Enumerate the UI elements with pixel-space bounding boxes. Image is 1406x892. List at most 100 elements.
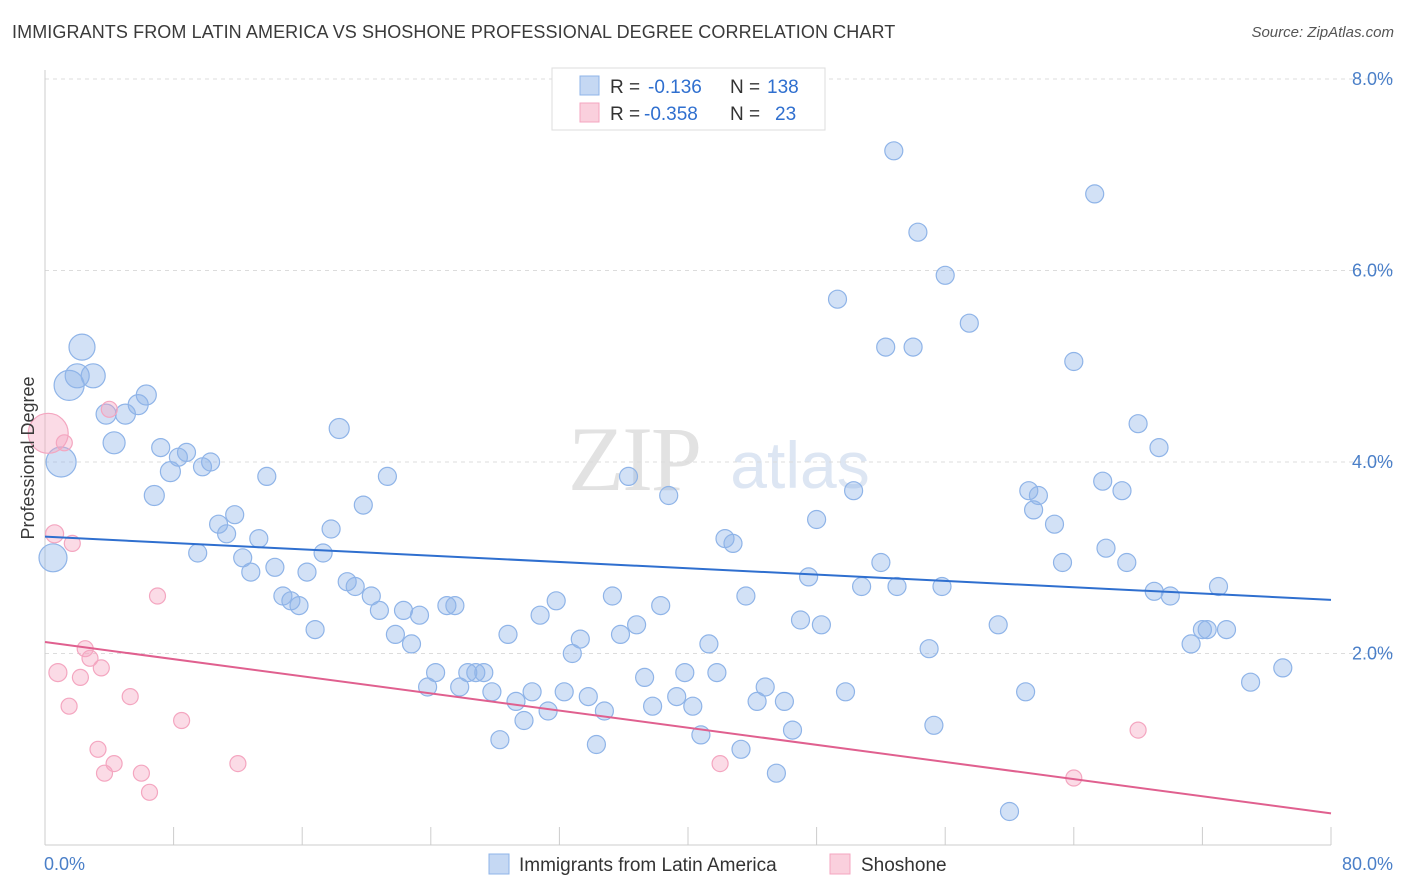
immigrants-point [1160,586,1180,606]
immigrants-point [217,524,237,544]
trend-line-shoshone [44,641,1332,815]
immigrants-point [782,720,803,740]
shoshone-point [63,534,81,553]
immigrants-point [876,337,896,357]
immigrants-point [851,576,872,597]
immigrants-point [884,141,904,161]
immigrants-point [843,481,864,501]
immigrants-point [401,634,422,654]
immigrants-point [675,662,695,683]
bottom-legend-swatch-immigrants [488,853,510,875]
immigrants-point [570,629,590,649]
immigrants-point [651,595,671,616]
immigrants-point [1112,481,1132,501]
immigrants-point [811,615,832,635]
immigrants-point [385,624,405,645]
immigrants-point [659,485,679,506]
immigrants-point [514,710,534,731]
x-ticks [44,827,1332,845]
legend-r-label-2: R = [610,104,640,125]
legend-r-value-1: -0.136 [648,77,702,98]
shoshone-point [89,740,107,758]
immigrants-point [959,313,979,333]
immigrants-point [466,662,486,683]
legend-r-label-1: R = [610,77,640,98]
immigrants-point [257,466,277,486]
immigrants-point [176,442,197,462]
immigrants-point [723,533,743,554]
series-immigrants-points [38,141,1293,822]
immigrants-point [538,701,558,721]
immigrants-point [1240,672,1261,692]
stats-legend: R = -0.136 N = 138 R = -0.358 N = 23 [551,67,826,131]
immigrants-point [68,333,96,361]
immigrants-point [313,543,333,563]
immigrants-point [766,763,787,783]
immigrants-point [143,484,165,507]
immigrants-point [667,686,687,707]
immigrants-point [1093,471,1113,491]
y-tick-labels: 2.0% 4.0% 6.0% 8.0% [1352,69,1393,664]
immigrants-point [578,686,598,707]
immigrants-point [482,682,502,702]
watermark-atlas: atlas [730,428,869,502]
series-legend: Immigrants from Latin America Shoshone [488,853,947,876]
immigrants-point [683,696,703,716]
chart-title: IMMIGRANTS FROM LATIN AMERICA VS SHOSHON… [12,22,896,42]
immigrants-point [1015,682,1036,702]
immigrants-point [932,576,952,597]
immigrants-point [490,730,510,750]
immigrants-point [562,643,582,664]
immigrants-point [903,337,923,357]
immigrants-point [409,605,430,625]
immigrants-point [498,624,518,645]
immigrants-point [1128,414,1148,434]
immigrants-point [522,682,542,702]
legend-n-label-2: N = [730,104,760,125]
immigrants-point [151,438,171,458]
immigrants-point [377,466,397,486]
shoshone-point [148,587,167,605]
immigrants-point [1044,514,1065,534]
immigrants-point [321,519,341,539]
y-tick-label: 4.0% [1352,452,1393,472]
immigrants-point [369,600,389,621]
series-shoshone-points [27,400,1147,801]
shoshone-point [229,754,247,773]
immigrants-point [1149,438,1169,458]
trend-lines [44,535,1332,815]
immigrants-point [999,801,1020,822]
immigrants-point [774,691,795,712]
immigrants-point [1019,481,1039,501]
chart-source: Source: ZipAtlas.com [1251,24,1394,41]
immigrants-point [935,265,955,285]
shoshone-point [132,764,150,782]
immigrants-point [827,289,848,309]
immigrants-point [919,639,939,659]
immigrants-point [1085,184,1105,204]
immigrants-point [450,677,470,697]
immigrants-point [707,662,727,683]
shoshone-point [81,649,99,667]
immigrants-point [445,595,465,616]
immigrants-point [554,682,574,702]
immigrants-point [1096,538,1116,558]
immigrants-point [1052,552,1073,573]
immigrants-point [437,595,457,616]
x-tick-label-min: 0.0% [44,854,85,874]
immigrants-point [1197,619,1217,640]
immigrants-point [209,514,229,534]
immigrants-point [642,696,663,716]
legend-swatch-immigrants [579,75,600,96]
immigrants-point [225,505,245,525]
immigrants-point [610,624,631,645]
immigrants-point [626,615,647,635]
bottom-legend-label-shoshone: Shoshone [861,855,947,876]
immigrants-point [546,591,566,611]
immigrants-point [249,528,269,549]
immigrants-point [1208,576,1229,597]
legend-r-value-2: -0.358 [644,104,698,125]
shoshone-point [71,668,90,687]
immigrants-point [602,586,623,606]
watermark-zip: ZIP [568,408,700,510]
